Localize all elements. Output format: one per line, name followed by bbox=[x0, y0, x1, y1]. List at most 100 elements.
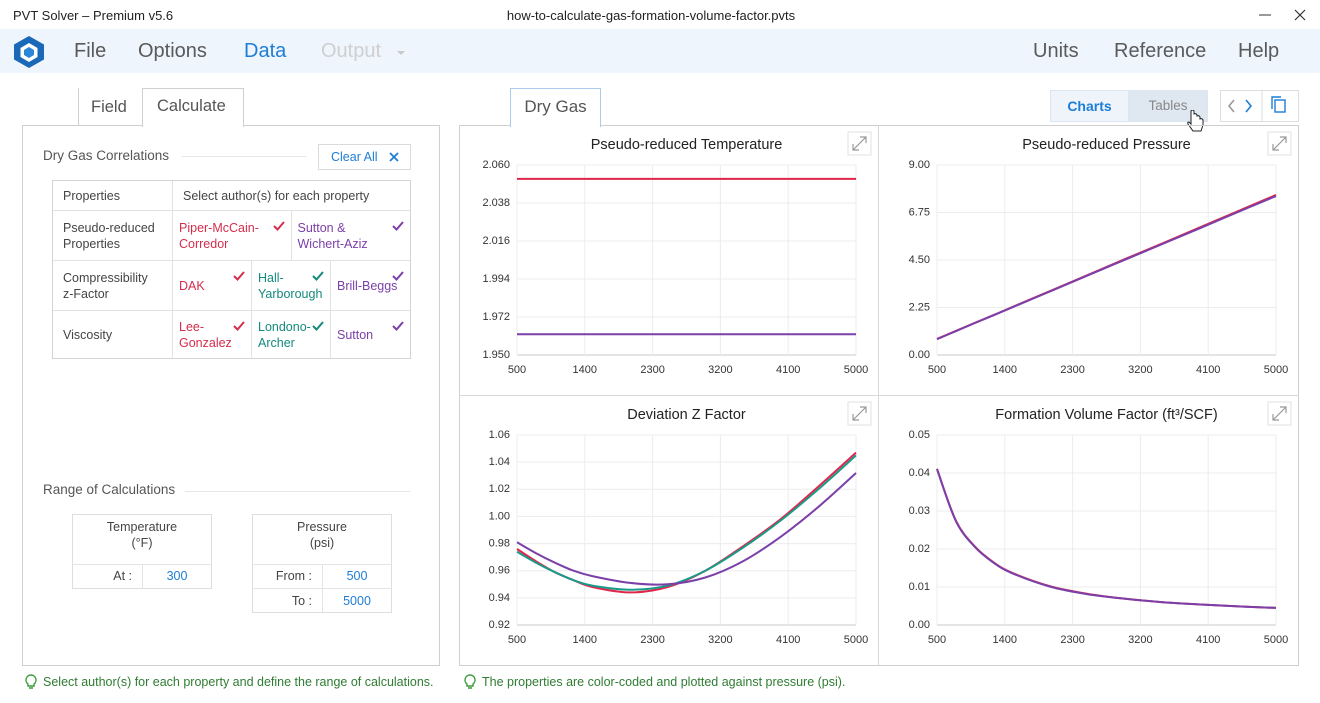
field-label: At : bbox=[113, 569, 132, 583]
menu-item[interactable]: Data bbox=[244, 40, 287, 62]
menu-item[interactable]: Options bbox=[138, 40, 207, 62]
y-tick-label: 0.00 bbox=[909, 349, 930, 361]
check-icon bbox=[233, 321, 245, 331]
author-name[interactable]: Piper-McCain-Corredor bbox=[179, 220, 259, 251]
y-tick-label: 1.00 bbox=[489, 510, 510, 522]
tab-label[interactable]: Field bbox=[91, 98, 127, 116]
check-icon bbox=[233, 271, 245, 281]
author-name[interactable]: Hall-Yarborough bbox=[258, 270, 323, 301]
window-controls[interactable] bbox=[1250, 4, 1315, 26]
x-tick-label: 2300 bbox=[1060, 364, 1084, 376]
author-name[interactable]: Sutton & Wichert-Aziz bbox=[297, 220, 368, 251]
x-tick-label: 4100 bbox=[1196, 634, 1220, 646]
file-name: how-to-calculate-gas-formation-volume-fa… bbox=[506, 8, 796, 23]
x-tick-label: 500 bbox=[508, 634, 526, 646]
table-header: Properties bbox=[53, 181, 173, 211]
y-tick-label: 2.038 bbox=[482, 197, 510, 209]
chart-title: Pseudo-reduced Temperature bbox=[591, 137, 783, 153]
check-icon bbox=[392, 321, 404, 331]
property-cell: Viscosity bbox=[53, 311, 173, 358]
menu-item[interactable]: Reference bbox=[1114, 40, 1207, 62]
x-tick-label: 3200 bbox=[708, 364, 732, 376]
tab-active[interactable] bbox=[142, 88, 244, 127]
clear-icon[interactable] bbox=[388, 151, 400, 163]
toolbar bbox=[1220, 90, 1299, 122]
temperature-box bbox=[72, 514, 212, 589]
field-value[interactable]: 500 bbox=[346, 569, 368, 583]
clear-all-label[interactable]: Clear All bbox=[331, 150, 378, 164]
x-tick-label: 500 bbox=[928, 634, 946, 646]
menu-bar bbox=[0, 29, 1320, 73]
field-value[interactable]: 5000 bbox=[343, 594, 371, 608]
author-name[interactable]: Brill-Beggs bbox=[337, 278, 398, 293]
tab-label[interactable]: Calculate bbox=[157, 97, 226, 115]
author-cell[interactable]: Brill-Beggs bbox=[331, 261, 410, 311]
x-tick-label: 1400 bbox=[993, 364, 1017, 376]
x-tick-label: 5000 bbox=[1264, 634, 1288, 646]
expand-icon bbox=[852, 136, 867, 151]
dropdown-arrow bbox=[397, 51, 405, 55]
tab[interactable] bbox=[78, 88, 143, 126]
hint-text: The properties are color-coded and plott… bbox=[482, 675, 846, 689]
check-icon bbox=[312, 321, 324, 331]
menu-item[interactable]: Output bbox=[321, 40, 382, 62]
correlation-table: Properties Select author(s) for each prop… bbox=[52, 180, 411, 359]
y-tick-label: 2.016 bbox=[482, 235, 510, 247]
x-tick-label: 1400 bbox=[573, 634, 597, 646]
clear-all-button[interactable] bbox=[318, 144, 411, 170]
menu-item[interactable]: File bbox=[74, 40, 107, 62]
x-tick-label: 3200 bbox=[708, 634, 732, 646]
table-header: Select author(s) for each property bbox=[173, 181, 410, 211]
hint-icon bbox=[25, 674, 37, 689]
y-tick-label: 1.06 bbox=[489, 429, 510, 441]
tab-label[interactable]: Dry Gas bbox=[524, 97, 587, 116]
close[interactable] bbox=[1294, 9, 1306, 21]
field-value[interactable]: 300 bbox=[166, 569, 188, 583]
x-tick-label: 2300 bbox=[1060, 634, 1084, 646]
hint-text: Select author(s) for each property and d… bbox=[43, 675, 434, 689]
y-tick-label: 0.00 bbox=[909, 619, 930, 631]
menu-item[interactable]: Help bbox=[1238, 40, 1280, 62]
field-unit: (°F) bbox=[131, 536, 153, 550]
nav-buttons[interactable] bbox=[1220, 90, 1300, 122]
y-tick-label: 0.98 bbox=[489, 537, 510, 549]
field-unit: (psi) bbox=[309, 536, 335, 550]
y-tick-label: 0.05 bbox=[909, 429, 930, 441]
x-tick-label: 2300 bbox=[640, 364, 664, 376]
y-tick-label: 0.01 bbox=[909, 581, 930, 593]
author-name[interactable]: Sutton bbox=[337, 327, 374, 342]
author-cell[interactable]: Sutton bbox=[331, 311, 410, 358]
view-label[interactable]: Charts bbox=[1067, 98, 1112, 114]
expand-icon bbox=[1272, 406, 1287, 421]
author-name[interactable]: Londono-Archer bbox=[258, 319, 311, 350]
tab-active[interactable] bbox=[510, 88, 601, 127]
author-name[interactable]: Lee-Gonzalez bbox=[179, 319, 232, 350]
hint-icon bbox=[464, 674, 476, 689]
author-name[interactable]: DAK bbox=[179, 278, 205, 293]
field-label: Pressure bbox=[296, 520, 348, 534]
author-cell[interactable]: Hall-Yarborough bbox=[252, 261, 331, 311]
data-line bbox=[516, 451, 857, 594]
data-line bbox=[936, 195, 1277, 341]
expand-icon bbox=[852, 406, 867, 421]
x-tick-label: 5000 bbox=[844, 634, 868, 646]
charts: Pseudo-reduced Temperature 1.950 1.972 1.99… bbox=[459, 125, 1299, 665]
author-cell[interactable]: Londono-Archer bbox=[252, 311, 331, 358]
y-tick-label: 1.04 bbox=[489, 456, 510, 468]
author-cell[interactable]: Piper-McCain-Corredor bbox=[173, 211, 292, 261]
y-tick-label: 2.25 bbox=[909, 301, 930, 313]
y-tick-label: 0.03 bbox=[909, 505, 930, 517]
window-title: PVT Solver – Premium v5.6 bbox=[13, 8, 174, 23]
view-label[interactable]: Tables bbox=[1148, 98, 1188, 113]
author-cell[interactable]: Sutton & Wichert-Aziz bbox=[291, 211, 410, 261]
view-toggle[interactable] bbox=[1050, 90, 1129, 122]
menu-item[interactable]: Units bbox=[1033, 40, 1079, 62]
y-tick-label: 1.950 bbox=[482, 349, 510, 361]
author-cell[interactable]: DAK bbox=[173, 261, 252, 311]
author-cell[interactable]: Lee-Gonzalez bbox=[173, 311, 252, 358]
x-tick-label: 4100 bbox=[776, 634, 800, 646]
property-name: Pseudo-reduced Properties bbox=[63, 220, 155, 251]
data-line bbox=[516, 454, 857, 591]
section-title: Dry Gas Correlations bbox=[43, 148, 170, 163]
